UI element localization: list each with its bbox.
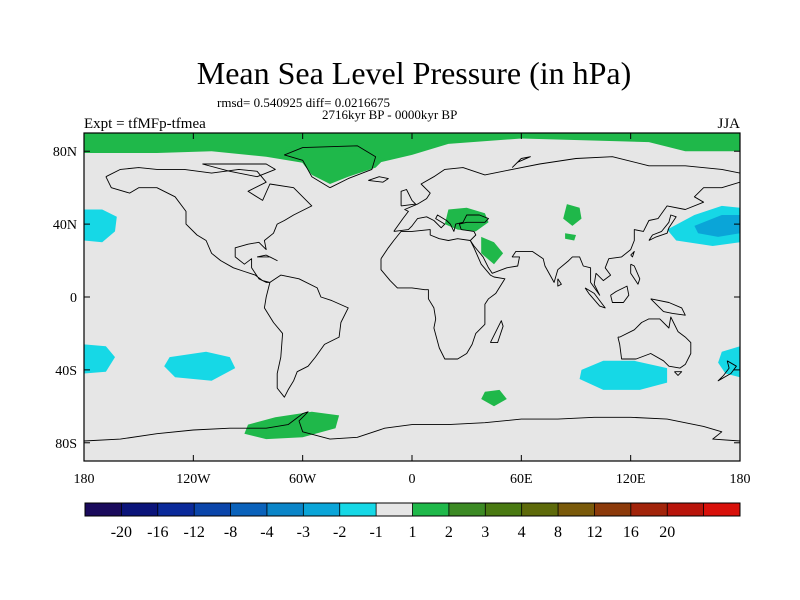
colorbar-swatch <box>339 503 377 516</box>
colorbar-label: -20 <box>111 524 132 541</box>
colorbar-label: 2 <box>445 524 453 541</box>
colorbar-label: -16 <box>147 524 168 541</box>
anomaly-north-pacific-core <box>694 215 740 237</box>
colorbar: -20 -16 -12 -8 -4 -3 -2 -1 1 2 3 4 8 12 16 20 <box>84 502 741 541</box>
x-tick-label: 120E <box>616 472 646 487</box>
colorbar-frame <box>84 502 741 517</box>
anomaly-greenland-high <box>284 147 385 184</box>
coastline-5 <box>489 320 504 344</box>
map-panel <box>84 133 740 461</box>
colorbar-swatch <box>230 503 268 516</box>
coastline-1 <box>263 274 349 398</box>
y-tick-label: 40N <box>53 218 77 233</box>
colorbar-swatch <box>703 503 741 516</box>
coastline-12 <box>650 298 686 316</box>
chart-title: Mean Sea Level Pressure (in hPa) <box>197 55 632 91</box>
colorbar-label: -12 <box>184 524 205 541</box>
anomaly-central-asia-high <box>563 204 582 226</box>
x-tick-label: 60W <box>289 472 317 487</box>
anomaly-antarctic-high <box>244 411 340 440</box>
coastline-11 <box>610 285 630 303</box>
colorbar-label: 20 <box>659 524 675 541</box>
colorbar-swatch <box>194 503 231 516</box>
x-tick-label: 180 <box>730 472 751 487</box>
colorbar-label: 16 <box>623 524 639 541</box>
colorbar-label: 3 <box>481 524 489 541</box>
coastline-16 <box>630 250 635 258</box>
x-tick-label: 180 <box>74 472 95 487</box>
colorbar-label: 12 <box>586 524 602 541</box>
coastline-18 <box>257 254 278 262</box>
colorbar-label: 1 <box>409 524 417 541</box>
coastline-3 <box>393 156 740 296</box>
x-tick-label: 120W <box>176 472 211 487</box>
coastline-6 <box>617 316 692 369</box>
experiment-label: Expt = tfMFp-tfmea <box>84 116 206 132</box>
colorbar-swatch <box>521 503 559 516</box>
coastline-14 <box>674 371 683 376</box>
colorbar-label: -8 <box>224 524 237 541</box>
x-axis: 180 120W 60W 0 60E 120E 180 <box>74 133 751 487</box>
colorbar-swatch <box>303 503 341 516</box>
coastline-7 <box>400 189 417 207</box>
coastline-4 <box>380 229 506 360</box>
coastline-19 <box>84 411 740 442</box>
coastline-20 <box>202 163 276 178</box>
anomaly-north-atlantic-low <box>84 209 117 243</box>
colorbar-swatch <box>376 503 413 516</box>
anomaly-south-pacific-low <box>164 351 236 381</box>
colorbar-swatch <box>85 503 122 516</box>
y-tick-label: 40S <box>55 364 77 379</box>
colorbar-label: -1 <box>369 524 382 541</box>
colorbar-label: 8 <box>554 524 562 541</box>
anomaly-tibet-high <box>565 233 576 241</box>
colorbar-swatch <box>558 503 595 516</box>
coastline-13 <box>717 360 737 382</box>
x-tick-label: 0 <box>409 472 416 487</box>
map-background <box>84 133 740 461</box>
y-tick-label: 0 <box>70 291 77 306</box>
x-tick-label: 60E <box>510 472 533 487</box>
colorbar-swatch <box>485 503 522 516</box>
colorbar-swatch <box>121 503 159 516</box>
colorbar-label: -3 <box>297 524 310 541</box>
colorbar-swatch <box>630 503 668 516</box>
colorbar-swatch <box>594 503 632 516</box>
coastline-2 <box>283 145 377 189</box>
anomaly-south-pacific-west-low <box>84 344 115 374</box>
colorbar-swatch <box>412 503 450 516</box>
season-label: JJA <box>717 116 740 132</box>
y-tick-label: 80N <box>53 145 77 160</box>
coastline-15 <box>557 278 562 287</box>
colorbar-label: -4 <box>260 524 273 541</box>
coastline-0 <box>105 167 313 283</box>
colorbar-swatch <box>667 503 704 516</box>
period-text: 2716kyr BP - 0000kyr BP <box>322 107 457 122</box>
anomaly-layer <box>84 133 740 440</box>
colorbar-label: -2 <box>333 524 346 541</box>
coastline-21 <box>511 156 531 168</box>
anomaly-australia-south-low <box>579 360 668 390</box>
coastline-8 <box>368 176 389 183</box>
coastline-10 <box>584 287 606 309</box>
anomaly-arctic-high <box>84 133 740 168</box>
colorbar-label: 4 <box>518 524 526 541</box>
anomaly-south-indian-high <box>481 389 507 407</box>
stats-text: rmsd= 0.540925 diff= 0.0216675 <box>217 95 390 110</box>
coastline-layer <box>84 145 740 442</box>
y-tick-label: 80S <box>55 437 77 452</box>
colorbar-swatch <box>266 503 304 516</box>
colorbar-swatch <box>157 503 195 516</box>
coastline-9 <box>648 214 677 241</box>
coastline-17 <box>630 263 641 285</box>
colorbar-swatch <box>448 503 486 516</box>
y-axis: 80N 40N 0 40S 80S <box>53 145 740 452</box>
anomaly-arabia-high <box>481 236 504 265</box>
